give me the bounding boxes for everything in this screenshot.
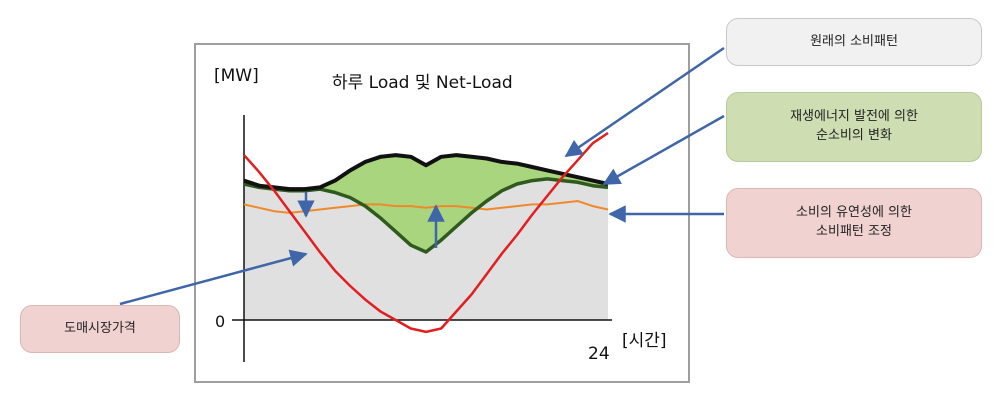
callout-original-pattern: 원래의 소비패턴 [726, 18, 982, 66]
arrow-to-load [564, 46, 725, 158]
wholesale-price-line [243, 131, 609, 334]
callout-price-text: 도매시장가격 [64, 320, 136, 336]
callout-wholesale-price: 도매시장가격 [20, 305, 180, 353]
callout-renewable: 재생에너지 발전에 의한 순소비의 변화 [726, 92, 982, 162]
adjusted-load-area [244, 178, 608, 320]
callout-flexibility-line1: 소비의 유연성에 의한 [796, 205, 912, 221]
callout-original-text: 원래의 소비패턴 [810, 33, 898, 49]
load-line [243, 153, 609, 192]
callout-flexibility-line2: 소비패턴 조정 [816, 224, 892, 239]
y-axis-unit: [MW] [214, 66, 259, 86]
x-end-label: 24 [588, 344, 610, 364]
chart-title: 하루 Load 및 Net-Load [332, 73, 513, 93]
callout-renewable-line1: 재생에너지 발전에 의한 [790, 109, 918, 125]
callout-flexibility: 소비의 유연성에 의한 소비패턴 조정 [726, 188, 982, 258]
callout-renewable-line2: 순소비의 변화 [816, 128, 892, 143]
x-axis-unit: [시간] [622, 331, 667, 351]
renewable-area [244, 155, 608, 252]
y-zero-label: 0 [215, 312, 226, 331]
arrow-to-net-load [602, 114, 725, 186]
arrow-to-price [119, 249, 308, 306]
